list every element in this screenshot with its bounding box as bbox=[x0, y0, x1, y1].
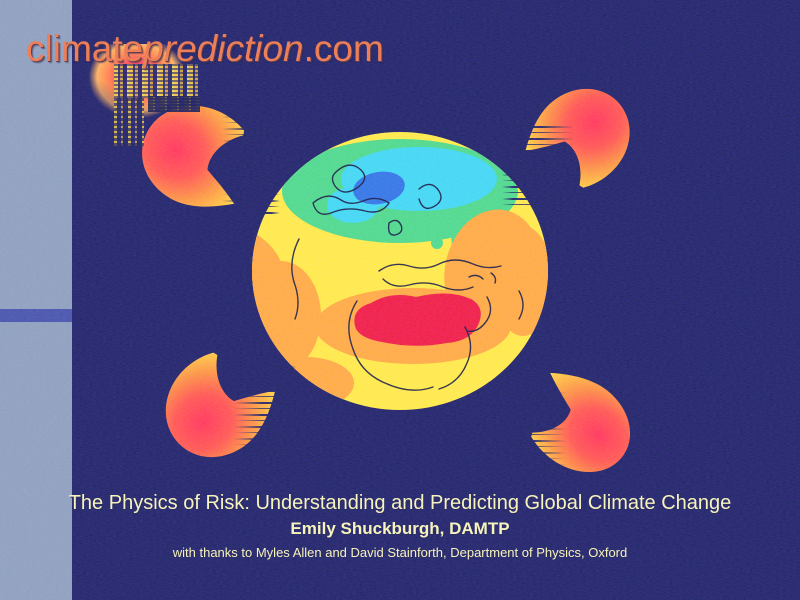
slide-title: The Physics of Risk: Understanding and P… bbox=[68, 492, 732, 514]
sidebar-stripe bbox=[0, 309, 72, 322]
logo-climateprediction: climateprediction.com bbox=[26, 28, 384, 70]
logo-part-prediction: prediction bbox=[143, 28, 304, 69]
logo-part-climate: climate bbox=[26, 28, 144, 69]
glitch-noise-block bbox=[114, 98, 144, 146]
slide-author: Emily Shuckburgh, DAMTP bbox=[290, 519, 510, 538]
globe-heatmap-icon bbox=[252, 132, 548, 410]
slide-credits: with thanks to Myles Allen and David Sta… bbox=[172, 545, 628, 560]
glitch-noise-block bbox=[148, 96, 200, 112]
logo-part-com: .com bbox=[303, 28, 384, 69]
